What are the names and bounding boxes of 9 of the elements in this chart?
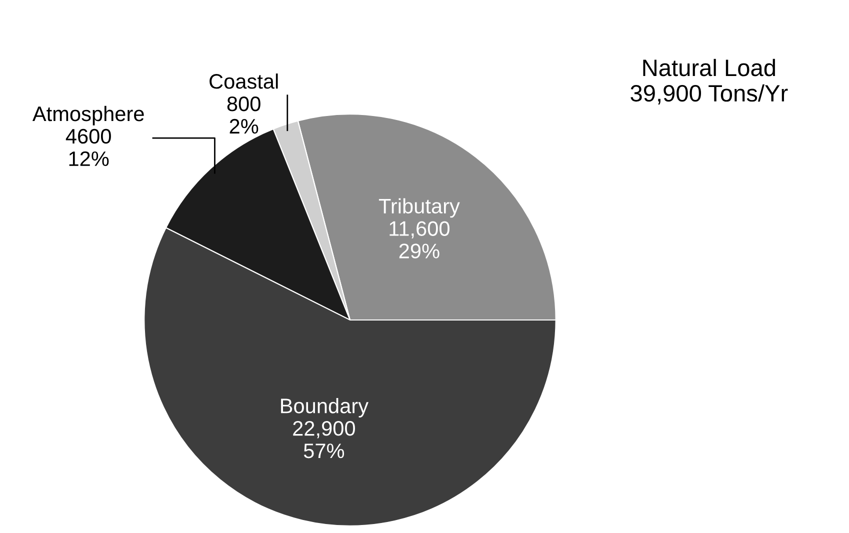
- data-label: 800 2%: [227, 96, 260, 134]
- data-label: 11,600 29%: [390, 221, 450, 258]
- data-label: 22,900 57%: [293, 421, 355, 458]
- slice-label: Atmosphere: [32, 106, 144, 126]
- text: Natural Load 39,900 Tons/Yr: [630, 58, 788, 104]
- slice-label: Boundary: [281, 398, 368, 418]
- slice-label: Coastal: [210, 74, 278, 89]
- slice-label: Tributary: [378, 198, 460, 218]
- data-label: 4600 12%: [66, 128, 111, 166]
